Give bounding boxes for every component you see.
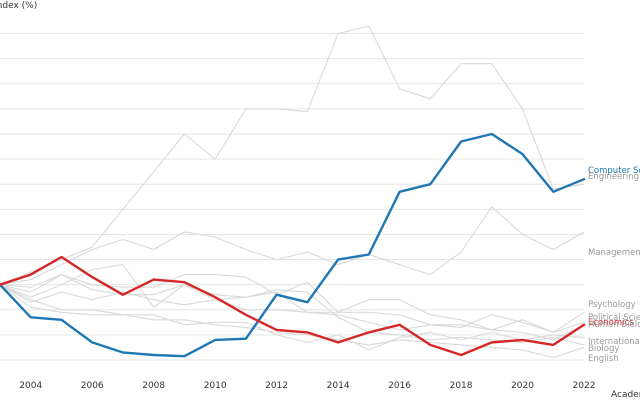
- series-line-computer-science: [0, 132, 586, 358]
- gridlines: [0, 33, 584, 361]
- x-tick-label: 2004: [19, 381, 42, 391]
- series-label-biology: Biology: [588, 344, 619, 354]
- series-line-psychology: [0, 274, 585, 333]
- x-tick-label: 2010: [204, 381, 227, 391]
- series-label-human-biology: Human Biology: [588, 320, 640, 330]
- series-label-engineering: Engineering: [588, 172, 639, 182]
- series-label-international: International: [588, 337, 640, 347]
- x-tick-label: 2022: [573, 381, 596, 391]
- series-line-management: [0, 206, 585, 286]
- x-tick-label: 2006: [81, 381, 104, 391]
- series-labels: Computer Science Economics Engineering Mana…: [588, 166, 640, 364]
- series-line-political-science: [0, 274, 585, 333]
- series-label-management: Management: [588, 248, 640, 258]
- series-line-human-biology: [0, 284, 585, 341]
- series-lines: [0, 25, 586, 359]
- series-label-computer-science: Computer Science: [588, 166, 640, 176]
- y-axis-title: Index (%): [0, 1, 37, 11]
- x-tick-label: 2018: [450, 381, 473, 391]
- x-tick-label: 2008: [142, 381, 165, 391]
- series-label-english: English: [588, 354, 619, 364]
- x-tick-label: 2014: [327, 381, 350, 391]
- series-label-political-science: Political Science: [588, 313, 640, 323]
- x-axis-title: Academic Year: [611, 390, 640, 400]
- x-tick-label: 2016: [388, 381, 411, 391]
- series-line-english: [0, 284, 585, 359]
- x-tick-label: 2012: [265, 381, 288, 391]
- series-line-engineering: [0, 25, 585, 286]
- series-line-economics: [0, 255, 586, 357]
- x-tick-label: 2020: [511, 381, 534, 391]
- x-axis: 2004 2006 2008 2010 2012 2014 2016 2018 2020 2022: [19, 381, 595, 391]
- series-label-psychology: Psychology: [588, 300, 636, 310]
- series-label-economics: Economics: [588, 318, 634, 328]
- series-line-international: [0, 284, 585, 351]
- series-line-biology: [0, 264, 585, 346]
